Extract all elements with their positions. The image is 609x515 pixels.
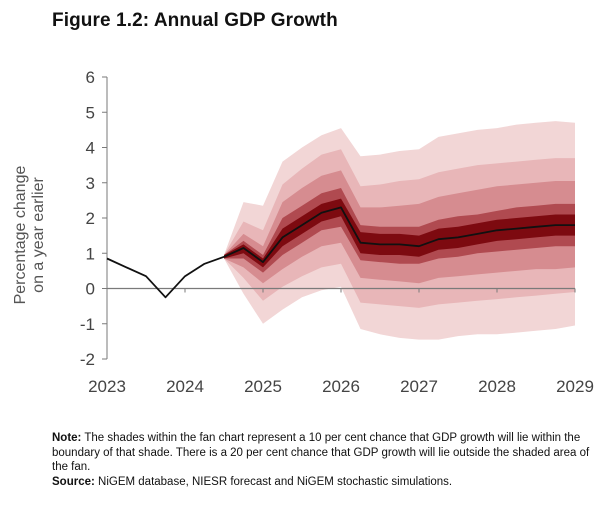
- y-tick-label-3: 3: [86, 174, 95, 193]
- tick-labels: 6 5 4 3 2 1 0 -1 -2 2023 2024 2025 2026 2027 2028 2029: [80, 68, 594, 396]
- x-tick-label-0: 2023: [88, 377, 126, 396]
- note-paragraph: Note: The shades within the fan chart re…: [52, 431, 604, 475]
- axes: [102, 76, 576, 360]
- x-tick-label-4: 2027: [400, 377, 438, 396]
- note-text: The shades within the fan chart represen…: [52, 432, 590, 473]
- source-paragraph: Source: NiGEM database, NIESR forecast a…: [52, 475, 604, 490]
- chart-title: Figure 1.2: Annual GDP Growth: [52, 10, 338, 31]
- source-text: NiGEM database, NIESR forecast and NiGEM…: [98, 475, 453, 488]
- fan-chart: 6 5 4 3 2 1 0 -1 -2 2023 2024 2025 2026 2027 2028 2029: [80, 68, 594, 396]
- y-tick-label-1: 5: [86, 103, 95, 122]
- source-label: Source:: [52, 475, 95, 488]
- y-tick-label-8: -2: [80, 350, 95, 369]
- note-label: Note:: [52, 432, 82, 444]
- fan-band-central: [224, 198, 575, 268]
- x-tick-label-2: 2025: [244, 377, 282, 396]
- y-tick-label-0: 6: [86, 68, 95, 87]
- y-tick-label-4: 2: [86, 209, 95, 228]
- central-projection-line: [106, 206, 575, 299]
- x-tick-label-5: 2028: [478, 377, 516, 396]
- x-tick-label-6: 2029: [556, 377, 594, 396]
- central-projection: [106, 206, 575, 299]
- y-tick-label-7: -1: [80, 315, 95, 334]
- fan-bands: [224, 121, 575, 340]
- x-tick-label-3: 2026: [322, 377, 360, 396]
- y-tick-label-6: 0: [86, 280, 95, 299]
- x-tick-label-1: 2024: [166, 377, 204, 396]
- y-tick-label-2: 4: [86, 139, 95, 158]
- y-tick-label-5: 1: [86, 244, 95, 263]
- chart-notes: Note: The shades within the fan chart re…: [52, 431, 604, 489]
- fan-band-fourth: [224, 188, 575, 273]
